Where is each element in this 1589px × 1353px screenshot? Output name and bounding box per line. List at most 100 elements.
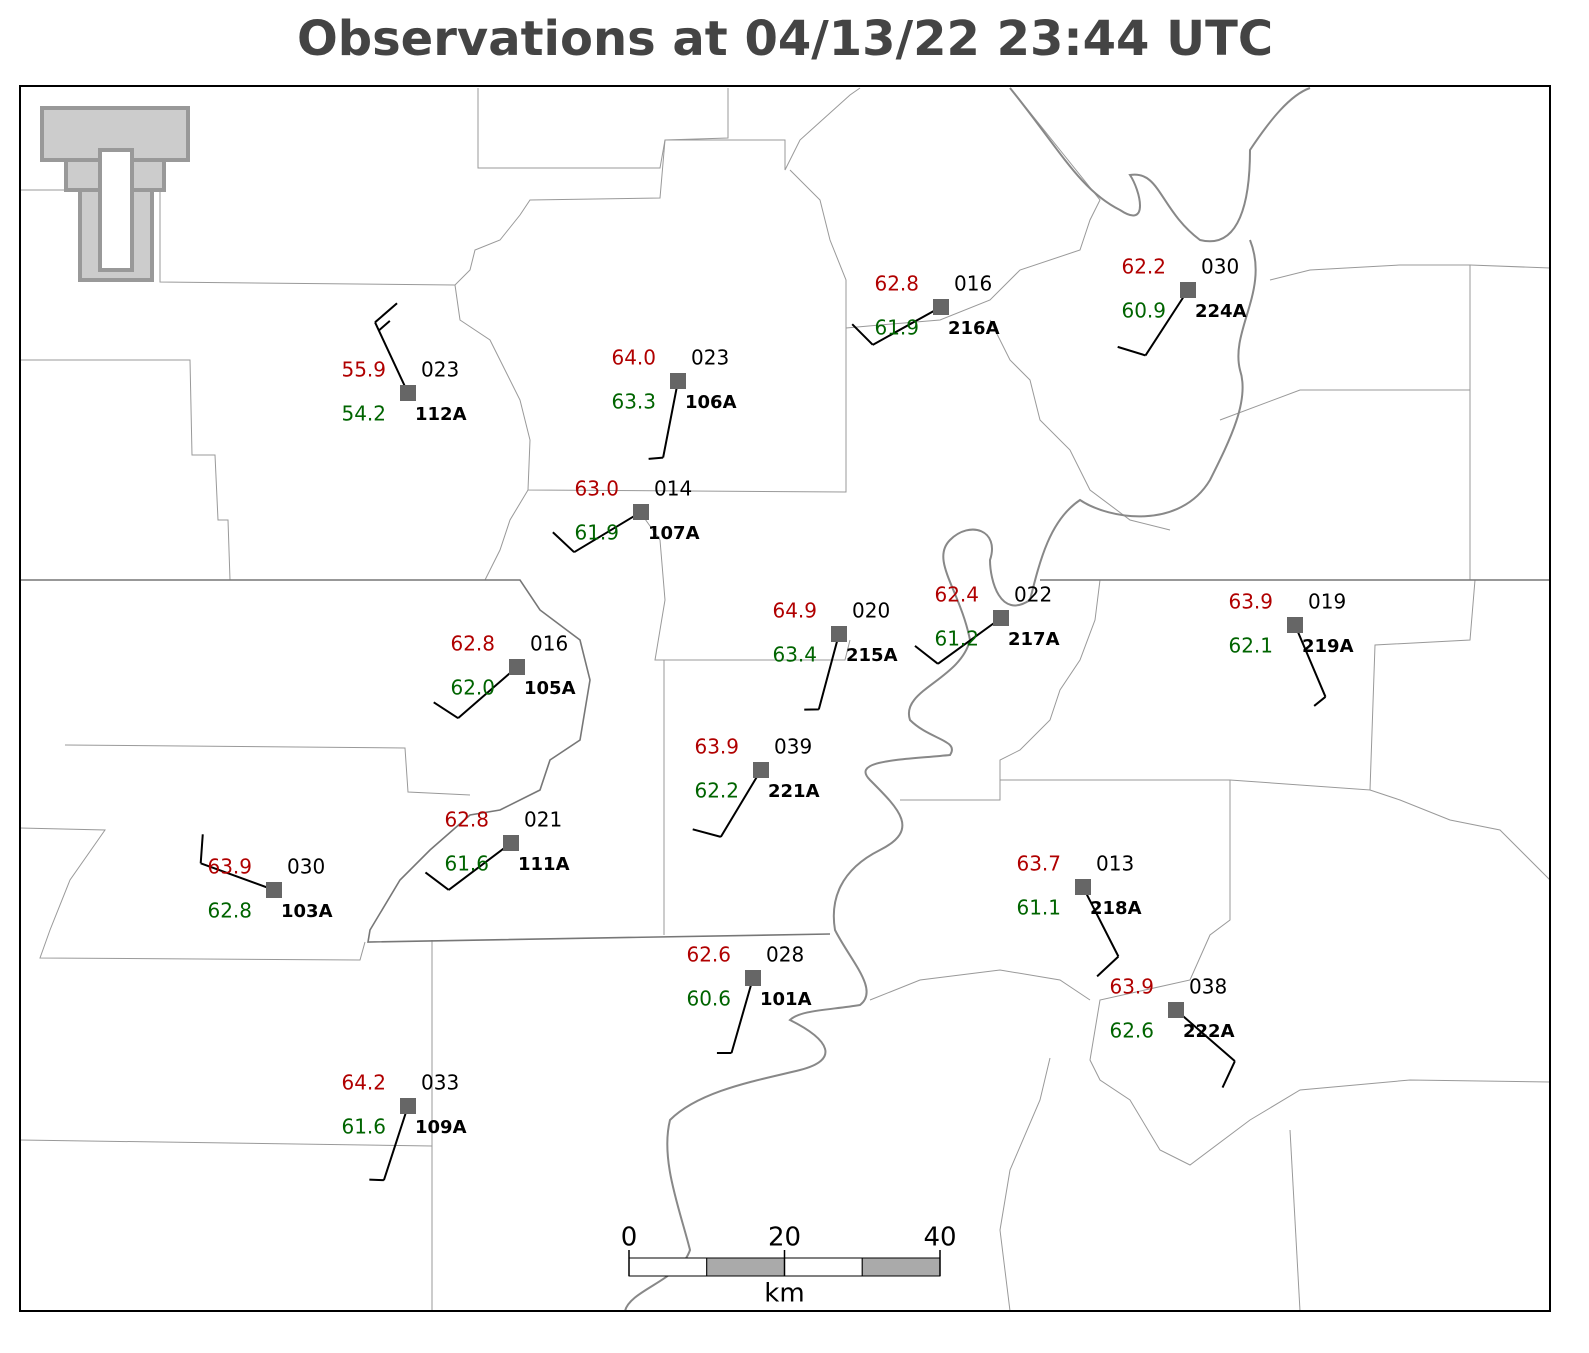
station-id: 221A [768, 781, 820, 802]
station-plot: 62.2 030 60.9 224A [1117, 255, 1247, 357]
temperature: 63.0 [574, 477, 619, 501]
station-plot: 63.9 019 62.1 219A [1228, 590, 1354, 707]
station-marker [1180, 282, 1196, 298]
temperature: 63.9 [694, 735, 739, 759]
pressure: 033 [421, 1071, 459, 1095]
dewpoint: 61.1 [1016, 896, 1061, 920]
pressure: 038 [1189, 975, 1227, 999]
wind-barb [424, 842, 512, 891]
dewpoint: 61.6 [341, 1115, 386, 1139]
station-id: 216A [948, 318, 1000, 339]
station-marker [503, 835, 519, 851]
station-plot: 55.9 023 54.2 112A [341, 302, 467, 426]
basemap [19, 87, 1551, 1312]
scale-unit: km [764, 1279, 804, 1309]
pressure: 022 [1014, 583, 1052, 607]
pressure: 023 [691, 346, 729, 370]
station-id: 217A [1008, 629, 1060, 650]
station-id: 106A [685, 392, 737, 413]
station-plot: 63.9 039 62.2 221A [692, 735, 820, 838]
scale-label: 20 [768, 1223, 801, 1253]
station-plot: 63.9 030 62.8 103A [199, 834, 333, 923]
station-id: 112A [415, 404, 467, 425]
station-marker [745, 970, 761, 986]
pressure: 021 [524, 808, 562, 832]
scale-segment [784, 1257, 863, 1277]
station-id: 101A [760, 989, 812, 1010]
temperature: 62.8 [874, 272, 919, 296]
logo [40, 106, 190, 282]
scale-segment [861, 1257, 941, 1277]
dewpoint: 54.2 [341, 402, 386, 426]
wind-barb [804, 633, 840, 711]
scale-label: 0 [621, 1223, 638, 1253]
dewpoint: 61.9 [874, 316, 919, 340]
pressure: 016 [530, 632, 568, 656]
dewpoint: 60.9 [1121, 299, 1166, 323]
temperature: 55.9 [341, 358, 386, 382]
station-plot: 63.7 013 61.1 218A [1016, 852, 1142, 978]
map-frame [19, 85, 1551, 1312]
scale-label: 40 [923, 1223, 956, 1253]
station-id: 109A [415, 1117, 467, 1138]
dewpoint: 63.3 [611, 390, 656, 414]
pressure: 019 [1308, 590, 1346, 614]
station-id: 218A [1090, 898, 1142, 919]
temperature: 64.0 [611, 346, 656, 370]
wind-barb [692, 769, 762, 838]
station-plot: 62.8 016 62.0 105A [433, 632, 576, 720]
wind-barb [1082, 886, 1120, 978]
pressure: 030 [1201, 255, 1239, 279]
temperature: 62.4 [934, 583, 979, 607]
dewpoint: 62.8 [207, 899, 252, 923]
station-plot: 62.4 022 61.2 217A [914, 583, 1060, 665]
station-marker [933, 299, 949, 315]
pressure: 020 [852, 599, 890, 623]
temperature: 63.9 [1109, 975, 1154, 999]
scale-bar: 0 20 40 km [621, 1223, 957, 1309]
dewpoint: 63.4 [772, 643, 817, 667]
station-id: 224A [1195, 301, 1247, 322]
station-id: 215A [846, 645, 898, 666]
wind-barb [369, 1105, 409, 1182]
wind-barb [851, 306, 942, 346]
station-plot: 62.8 016 61.9 216A [851, 272, 1000, 346]
scale-segment [706, 1257, 785, 1277]
station-plot: 63.9 038 62.6 222A [1109, 975, 1236, 1088]
title: Observations at 04/13/22 23:44 UTC [297, 11, 1273, 67]
station-marker [993, 610, 1009, 626]
wind-barb [1117, 289, 1189, 357]
dewpoint: 61.9 [574, 521, 619, 545]
station-id: 222A [1183, 1021, 1235, 1042]
station-marker [266, 882, 282, 898]
scale-segment [628, 1257, 708, 1277]
wind-barb [1175, 1009, 1236, 1088]
station-marker [400, 385, 416, 401]
wind-barb [433, 666, 518, 720]
pressure: 014 [654, 477, 692, 501]
dewpoint: 62.1 [1228, 634, 1273, 658]
temperature: 63.9 [207, 855, 252, 879]
wind-barb [552, 511, 642, 554]
dewpoint: 61.2 [934, 627, 979, 651]
station-id: 111A [518, 854, 570, 875]
station-plot: 62.8 021 61.6 111A [424, 808, 570, 891]
station-plot: 64.2 033 61.6 109A [341, 1071, 467, 1182]
temperature: 63.9 [1228, 590, 1273, 614]
temperature: 62.8 [450, 632, 495, 656]
station-id: 107A [648, 523, 700, 544]
pressure: 013 [1096, 852, 1134, 876]
dewpoint: 62.0 [450, 676, 495, 700]
temperature: 64.9 [772, 599, 817, 623]
station-marker [1168, 1002, 1184, 1018]
pressure: 028 [766, 943, 804, 967]
station-plot: 63.0 014 61.9 107A [552, 477, 700, 554]
temperature: 63.7 [1016, 852, 1061, 876]
pressure: 016 [954, 272, 992, 296]
station-marker [509, 659, 525, 675]
temperature: 62.8 [444, 808, 489, 832]
temperature: 62.6 [686, 943, 731, 967]
station-marker [1287, 617, 1303, 633]
dewpoint: 61.6 [444, 852, 489, 876]
